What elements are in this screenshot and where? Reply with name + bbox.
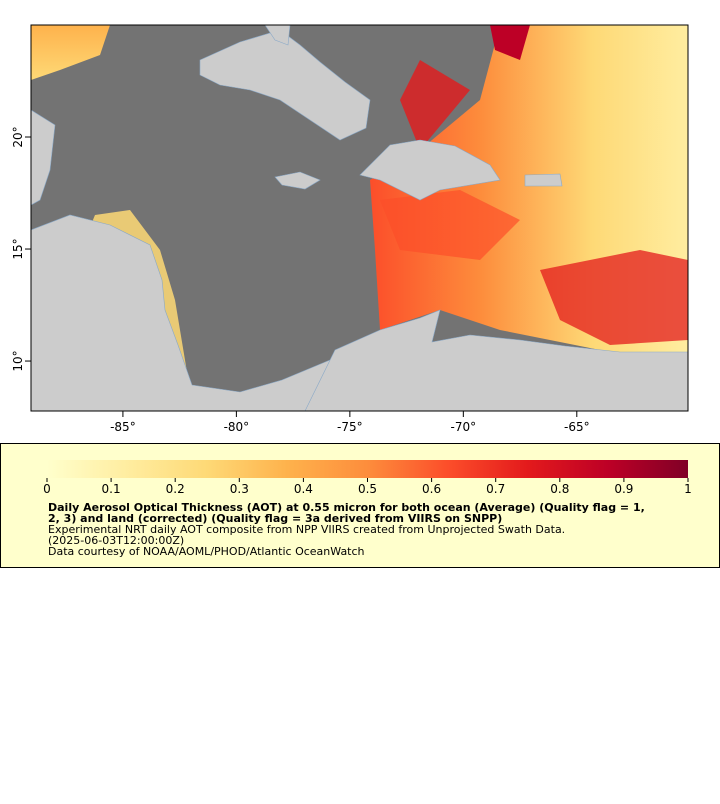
land-area — [274, 171, 321, 190]
x-tick-label: -85° — [110, 420, 136, 434]
map — [31, 25, 688, 411]
y-tick-label: 20° — [11, 126, 25, 147]
x-tick-label: -75° — [337, 420, 363, 434]
x-tick-label: -65° — [564, 420, 590, 434]
colorbar-gradient — [47, 460, 688, 478]
caption-title: 2, 3) and land (corrected) (Quality flag… — [48, 512, 502, 525]
colorbar-tick-label: 0.9 — [614, 482, 633, 496]
colorbar-tick-label: 0 — [43, 482, 51, 496]
y-tick-label: 15° — [11, 238, 25, 259]
y-tick-label: 10° — [11, 350, 25, 371]
aot-field — [540, 250, 688, 345]
land — [31, 25, 688, 411]
colorbar-tick-label: 0.5 — [358, 482, 377, 496]
colorbar: 0 0.1 0.2 0.3 0.4 0.5 0.6 0.7 0.8 0.9 1 — [43, 460, 692, 496]
land-area — [524, 173, 563, 187]
colorbar-tick-label: 0.8 — [550, 482, 569, 496]
colorbar-tick-label: 0.1 — [102, 482, 121, 496]
land-area — [304, 309, 688, 411]
aot-field — [380, 190, 520, 260]
caption-title: Daily Aerosol Optical Thickness (AOT) at… — [48, 501, 645, 514]
colorbar-tick-label: 0.3 — [230, 482, 249, 496]
x-tick-label: -80° — [224, 420, 250, 434]
x-tick-label: -70° — [451, 420, 477, 434]
land-area — [359, 139, 501, 201]
caption-line: (2025-06-03T12:00:00Z) — [48, 534, 184, 547]
aot-field — [400, 60, 470, 150]
aot-field — [490, 25, 530, 60]
colorbar-tick-label: 1 — [684, 482, 692, 496]
colorbar-tick-label: 0.7 — [486, 482, 505, 496]
caption-line: Data courtesy of NOAA/AOML/PHOD/Atlantic… — [48, 545, 365, 558]
caption-line: Experimental NRT daily AOT composite fro… — [48, 523, 565, 536]
aot-field — [31, 25, 110, 80]
colorbar-tick-label: 0.4 — [294, 482, 313, 496]
land-area — [264, 25, 291, 46]
map-frame — [30, 24, 689, 412]
colorbar-tick-label: 0.2 — [166, 482, 185, 496]
land-area — [31, 109, 56, 206]
colorbar-tick-label: 0.6 — [422, 482, 441, 496]
